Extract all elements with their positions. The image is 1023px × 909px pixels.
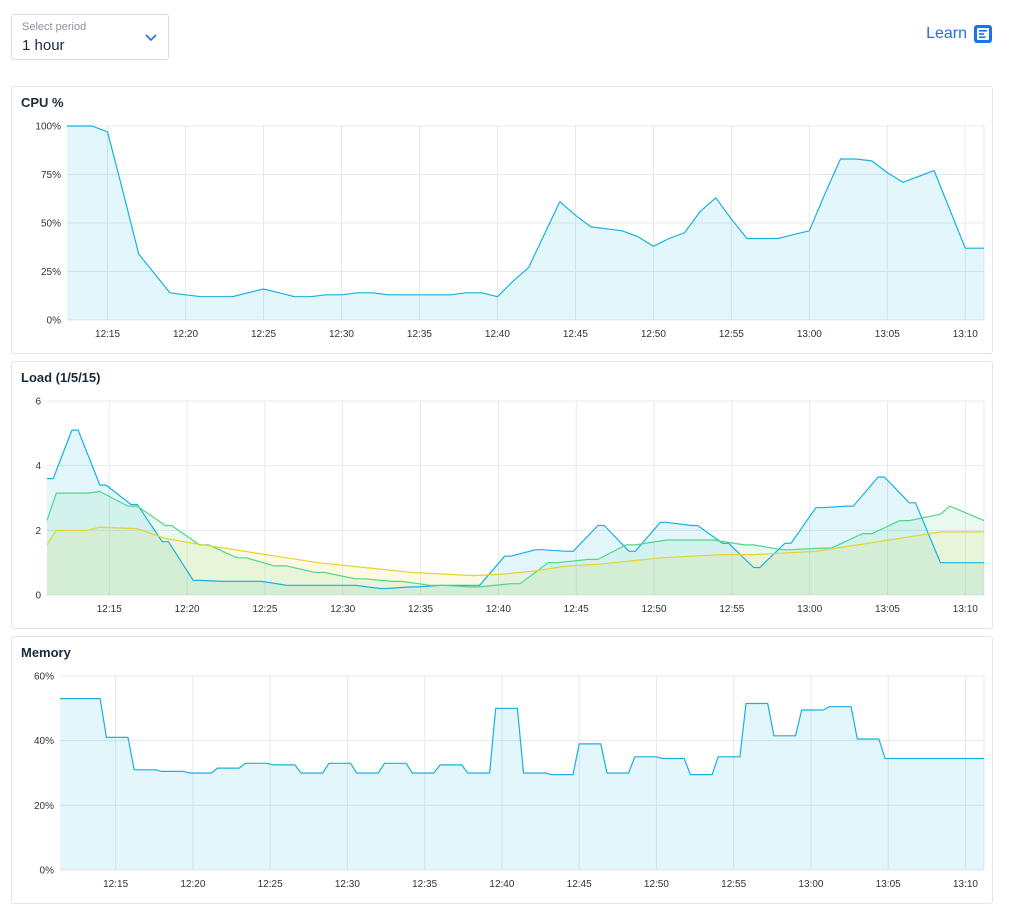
period-select-label: Select period (22, 21, 87, 33)
x-tick-label: 12:25 (252, 604, 277, 615)
x-tick-label: 12:35 (407, 329, 432, 340)
series-line-0 (67, 125, 984, 298)
x-tick-label: 13:05 (876, 879, 901, 890)
x-tick-label: 12:45 (567, 879, 592, 890)
chart-title: Memory (21, 645, 71, 660)
memory-chart: 0% 20% 40% 60% 12:15 12:20 12:25 12:30 12:35 12:4… (34, 672, 985, 890)
series-area-2 (47, 527, 984, 595)
series-line-0 (60, 697, 984, 776)
x-tick-label: 12:50 (644, 879, 669, 890)
x-tick-label: 13:10 (953, 329, 978, 340)
y-tick-label: 6 (35, 397, 41, 408)
x-tick-label: 12:50 (642, 604, 667, 615)
series-line-1 (46, 490, 985, 588)
series-area-0 (47, 430, 984, 595)
x-tick-label: 12:50 (641, 329, 666, 340)
x-tick-label: 12:55 (719, 329, 744, 340)
x-tick-label: 12:25 (251, 329, 276, 340)
y-tick-label: 25% (41, 267, 61, 278)
x-tick-label: 13:00 (797, 604, 822, 615)
x-tick-label: 12:40 (485, 329, 510, 340)
x-tick-label: 13:05 (875, 604, 900, 615)
y-tick-label: 75% (41, 170, 61, 181)
load-chart-panel: Load (1/5/15) 0 2 4 6 12:15 12:20 12:25 12:30 12… (11, 361, 993, 629)
series-line-2 (46, 526, 984, 577)
x-tick-label: 13:05 (875, 329, 900, 340)
x-tick-label: 12:55 (719, 604, 744, 615)
period-select-value: 1 hour (22, 37, 65, 54)
document-icon (974, 25, 992, 43)
x-tick-label: 12:15 (97, 604, 122, 615)
learn-link-label: Learn (926, 25, 967, 42)
y-tick-label: 4 (35, 461, 41, 472)
series-area-0 (67, 126, 984, 320)
y-tick-label: 0% (47, 316, 62, 327)
x-tick-label: 12:35 (408, 604, 433, 615)
chart-title: Load (1/5/15) (21, 370, 101, 385)
x-tick-label: 12:40 (489, 879, 514, 890)
load-chart: 0 2 4 6 12:15 12:20 12:25 12:30 12:35 12:40 12:45 1… (35, 397, 985, 615)
x-tick-label: 12:45 (564, 604, 589, 615)
x-tick-label: 13:10 (953, 604, 978, 615)
cpu-chart: 0% 25% 50% 75% 100% 12:15 12:20 12:25 12:30 12:35… (35, 122, 985, 340)
chart-title: CPU % (21, 95, 64, 110)
y-tick-label: 20% (34, 801, 54, 812)
y-tick-label: 0 (35, 591, 41, 602)
x-tick-label: 12:55 (721, 879, 746, 890)
series-area-0 (60, 698, 984, 870)
x-tick-label: 12:20 (180, 879, 205, 890)
y-tick-label: 2 (35, 526, 41, 537)
x-tick-label: 12:30 (330, 604, 355, 615)
x-tick-label: 12:40 (486, 604, 511, 615)
series-line-0 (47, 429, 984, 590)
y-tick-label: 50% (41, 219, 61, 230)
x-tick-label: 13:00 (797, 329, 822, 340)
x-tick-label: 12:30 (335, 879, 360, 890)
series-area-1 (47, 491, 984, 595)
x-tick-label: 12:15 (103, 879, 128, 890)
learn-link[interactable]: Learn (926, 24, 993, 44)
x-tick-label: 12:20 (173, 329, 198, 340)
y-tick-label: 60% (34, 672, 54, 683)
period-select[interactable]: Select period 1 hour (11, 14, 169, 60)
x-tick-label: 12:45 (563, 329, 588, 340)
memory-chart-panel: Memory 0% 20% 40% 60% 12:15 12:20 12:25 12:30 12… (11, 636, 993, 904)
y-tick-label: 40% (34, 736, 54, 747)
x-tick-label: 13:10 (953, 879, 978, 890)
x-tick-label: 12:20 (175, 604, 200, 615)
cpu-chart-panel: CPU % 0% 25% 50% 75% 100% 12:15 12:20 12:25 12:3… (11, 86, 993, 354)
x-tick-label: 12:35 (412, 879, 437, 890)
x-tick-label: 12:25 (258, 879, 283, 890)
y-tick-label: 100% (35, 122, 61, 133)
chevron-down-icon (145, 34, 157, 42)
y-tick-label: 0% (40, 866, 55, 877)
x-tick-label: 13:00 (798, 879, 823, 890)
x-tick-label: 12:30 (329, 329, 354, 340)
x-tick-label: 12:15 (95, 329, 120, 340)
